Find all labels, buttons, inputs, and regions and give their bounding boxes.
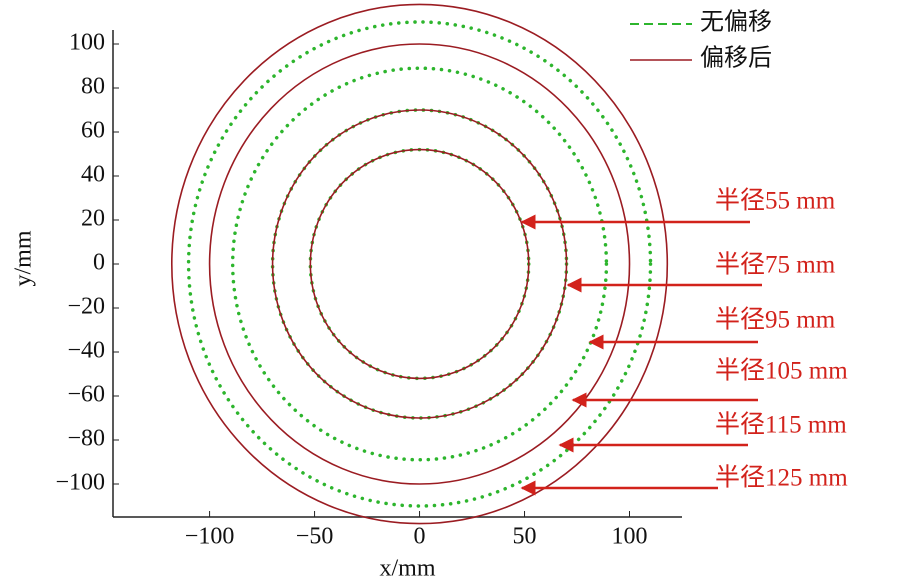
y-tick-label: 0 [93,250,105,276]
y-tick-label: −60 [67,382,105,408]
y-tick-label: 40 [81,162,105,188]
x-tick-label: −50 [296,524,334,550]
x-tick-label: 0 [414,524,426,550]
circle [170,3,669,525]
annotation: 半径105 mm [715,357,848,385]
y-tick-label: −100 [55,470,105,496]
legend-label: 偏移后 [700,45,772,72]
legend-label: 无偏移 [700,9,772,36]
annotation: 半径125 mm [715,464,848,492]
annotation: 半径95 mm [715,306,836,334]
circle [208,43,631,485]
annotation: 半径115 mm [715,411,847,439]
y-tick-label: 80 [81,74,105,100]
y-tick-label: 100 [69,30,105,56]
y-axis-label: y/mm [11,230,37,286]
x-tick-label: −100 [185,524,235,550]
y-tick-label: −40 [67,338,105,364]
circle [309,148,530,380]
annotation: 半径75 mm [715,251,836,279]
circle [271,109,568,419]
y-tick-label: −80 [67,426,105,452]
circle [230,66,609,462]
y-tick-label: 60 [81,118,105,144]
x-axis-label: x/mm [379,556,435,582]
annotation: 半径55 mm [715,187,836,215]
y-tick-label: 20 [81,206,105,232]
circle [270,108,569,420]
circle [186,20,653,508]
x-tick-label: 100 [612,524,648,550]
y-tick-label: −20 [67,294,105,320]
x-tick-label: 50 [513,524,537,550]
circle [308,147,531,381]
